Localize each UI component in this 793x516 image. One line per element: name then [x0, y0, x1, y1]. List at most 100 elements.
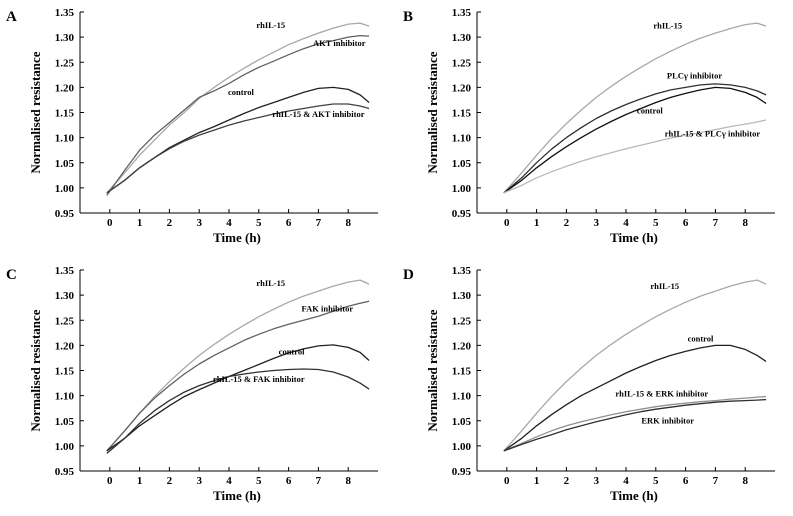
x-axis-title: Time (h): [610, 230, 658, 245]
panel-letter: C: [6, 267, 17, 283]
x-tick-label: 4: [623, 475, 629, 487]
chart-panel-b: B 0.95 1.00 1.05 1.10 1.15 1.20 1.25 1.30 1.35 0 1 2…: [403, 7, 775, 245]
y-tick-label: 1.05: [55, 416, 75, 428]
y-tick-label: 0.95: [55, 208, 75, 220]
series-label-fak-inhibitor: FAK inhibitor: [302, 304, 354, 314]
y-tick-label: 1.15: [55, 108, 75, 120]
series-line-fak-inhibitor: [106, 300, 370, 452]
series-label-rhil-15: rhIL-15: [650, 281, 679, 291]
chart-panel-d: D 0.95 1.00 1.05 1.10 1.15 1.20 1.25 1.30 1.35 0 1 2…: [403, 265, 775, 503]
series-line-control: [106, 344, 370, 452]
panel-letter: A: [6, 9, 17, 25]
series-label-control: control: [279, 346, 305, 356]
y-tick-label: 1.20: [452, 340, 472, 352]
y-tick-label: 1.25: [452, 315, 472, 327]
series-line-rhil-15-plc-inhibitor: [503, 119, 767, 194]
y-tick-label: 1.00: [452, 441, 472, 453]
chart-panel-a: A 0.95 1.00 1.05 1.10 1.15 1.20 1.25 1.30 1.35 0 1 2…: [6, 7, 378, 245]
y-tick-label: 1.05: [452, 158, 472, 170]
y-tick-label: 1.00: [55, 441, 75, 453]
chart-panel-c: C 0.95 1.00 1.05 1.10 1.15 1.20 1.25 1.30 1.35 0 1 2…: [6, 265, 378, 503]
y-tick-label: 1.15: [55, 366, 75, 378]
x-tick-label: 0: [107, 217, 113, 229]
series-line-rhil-15: [503, 22, 767, 194]
series-line-rhil-15-fak-inhibitor: [106, 368, 370, 454]
y-tick-label: 1.30: [55, 32, 75, 44]
x-tick-label: 2: [564, 475, 570, 487]
series-line-akt-inhibitor: [106, 34, 370, 196]
x-tick-label: 7: [713, 475, 719, 487]
y-tick-label: 1.35: [452, 265, 472, 277]
x-tick-label: 3: [593, 475, 599, 487]
y-tick-label: 1.10: [55, 391, 75, 403]
y-tick-label: 1.00: [55, 183, 75, 195]
x-tick-label: 5: [653, 217, 659, 229]
y-tick-label: 1.20: [452, 82, 472, 94]
series-label-plc-inhibitor: PLCγ inhibitor: [667, 70, 722, 80]
y-tick-label: 1.10: [452, 391, 472, 403]
x-tick-label: 3: [593, 217, 599, 229]
x-tick-label: 3: [196, 217, 202, 229]
x-tick-label: 2: [564, 217, 570, 229]
y-tick-label: 1.20: [55, 82, 75, 94]
series-line-rhil-15: [106, 22, 370, 194]
y-tick-label: 1.00: [452, 183, 472, 195]
y-tick-label: 1.10: [55, 133, 75, 145]
x-tick-label: 7: [316, 475, 322, 487]
series-label-akt-inhibitor: AKT inhibitor: [313, 38, 366, 48]
y-tick-label: 1.20: [55, 340, 75, 352]
x-tick-label: 6: [286, 217, 292, 229]
x-tick-label: 7: [316, 217, 322, 229]
x-tick-label: 1: [534, 217, 540, 229]
panel-letter: B: [403, 9, 413, 25]
y-tick-label: 1.35: [55, 265, 75, 277]
y-axis-title: Normalised resistance: [425, 309, 440, 431]
x-tick-label: 4: [226, 217, 232, 229]
series-line-rhil-15: [106, 279, 370, 452]
x-tick-label: 0: [504, 475, 510, 487]
series-line-rhil-15: [503, 279, 767, 452]
series-line-rhil-15-erk-inhibitor: [503, 395, 767, 452]
x-tick-label: 1: [137, 217, 143, 229]
y-tick-label: 1.25: [55, 57, 75, 69]
y-tick-label: 1.25: [452, 57, 472, 69]
x-axis-title: Time (h): [610, 488, 658, 503]
series-label-rhil-15-akt-inhibitor: rhIL-15 & AKT inhibitor: [272, 109, 364, 119]
y-tick-label: 0.95: [452, 208, 472, 220]
series-line-control: [503, 344, 767, 452]
series-line-erk-inhibitor: [503, 398, 767, 452]
y-tick-label: 1.05: [55, 158, 75, 170]
x-tick-label: 4: [623, 217, 629, 229]
x-tick-label: 5: [256, 217, 262, 229]
series-label-control: control: [688, 333, 714, 343]
y-tick-label: 1.35: [55, 7, 75, 19]
x-tick-label: 1: [534, 475, 540, 487]
series-label-rhil-15-fak-inhibitor: rhIL-15 & FAK inhibitor: [213, 374, 305, 384]
x-tick-label: 5: [653, 475, 659, 487]
x-tick-label: 5: [256, 475, 262, 487]
x-tick-label: 6: [683, 217, 689, 229]
series-label-control: control: [228, 87, 254, 97]
x-tick-label: 2: [167, 475, 173, 487]
y-tick-label: 1.30: [452, 290, 472, 302]
y-axis-title: Normalised resistance: [28, 309, 43, 431]
x-tick-label: 6: [286, 475, 292, 487]
y-tick-label: 1.15: [452, 366, 472, 378]
series-label-control: control: [637, 106, 663, 116]
x-tick-label: 8: [742, 217, 748, 229]
x-tick-label: 4: [226, 475, 232, 487]
series-label-rhil-15: rhIL-15: [256, 20, 285, 30]
series-line-control: [106, 86, 370, 194]
x-tick-label: 0: [107, 475, 113, 487]
series-label-rhil-15-erk-inhibitor: rhIL-15 & ERK inhibitor: [615, 389, 708, 399]
y-tick-label: 0.95: [452, 466, 472, 478]
y-tick-label: 1.30: [452, 32, 472, 44]
series-line-plc-inhibitor: [503, 83, 767, 194]
y-axis-title: Normalised resistance: [28, 51, 43, 173]
y-tick-label: 0.95: [55, 466, 75, 478]
x-axis-title: Time (h): [213, 488, 261, 503]
panel-letter: D: [403, 267, 414, 283]
x-tick-label: 3: [196, 475, 202, 487]
x-tick-label: 6: [683, 475, 689, 487]
